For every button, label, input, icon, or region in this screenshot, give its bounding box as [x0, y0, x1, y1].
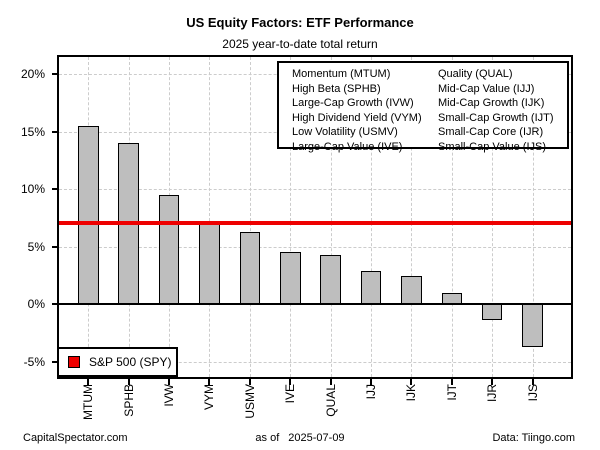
x-axis-tick: [87, 379, 90, 385]
y-axis-label: 0%: [27, 297, 45, 312]
y-gridline: [59, 189, 571, 191]
x-axis-tick: [531, 379, 534, 385]
x-axis-label: IJJ: [364, 384, 379, 400]
benchmark-legend-label: S&P 500 (SPY): [89, 355, 172, 369]
x-axis-label: VYM: [202, 384, 217, 411]
x-gridline: [411, 57, 413, 377]
footer-asof-date: 2025-07-09: [288, 432, 345, 444]
factor-legend-column: Quality (QUAL) Mid-Cap Value (IJJ) Mid-Cap…: [438, 67, 554, 153]
factor-legend-item: High Dividend Yield (VYM): [292, 111, 422, 124]
factor-legend-item: Mid-Cap Growth (IJK): [438, 97, 545, 110]
bar-mtum: [78, 125, 99, 305]
y-axis-label: 5%: [27, 239, 45, 254]
y-axis-tick: [52, 245, 59, 248]
y-axis-label: 15%: [20, 124, 45, 139]
x-axis-label: USMV: [242, 384, 257, 419]
factor-legend-item: Low Volatility (USMV): [292, 126, 398, 139]
bar-ijk: [401, 275, 422, 305]
y-axis-tick: [52, 188, 59, 191]
x-gridline: [371, 57, 373, 377]
y-axis-label: 20%: [20, 66, 45, 81]
benchmark-line: [59, 220, 571, 225]
factor-legend-column: Momentum (MTUM) High Beta (SPHB) Large-Cap…: [292, 67, 438, 153]
x-axis-tick: [370, 379, 373, 385]
bar-ijs: [522, 304, 543, 347]
factor-legend-item: Mid-Cap Value (IJJ): [438, 82, 535, 95]
x-axis-tick: [329, 379, 332, 385]
plot-area: Momentum (MTUM) High Beta (SPHB) Large-Cap…: [21, 55, 573, 420]
bar-ijr: [481, 304, 503, 321]
x-axis-label: IJR: [485, 384, 500, 402]
chart-title: US Equity Factors: ETF Performance: [186, 15, 414, 30]
x-axis-label: IJK: [404, 384, 419, 402]
x-axis-label: IVE: [283, 384, 298, 404]
y-axis-tick: [52, 72, 59, 75]
bar-ive: [280, 252, 301, 305]
footer-asof-prefix: as of: [255, 432, 280, 444]
x-gridline: [330, 57, 332, 377]
bar-ijj: [360, 270, 382, 305]
footer-data-source: Data: Tiingo.com: [492, 432, 575, 444]
bar-vym: [199, 222, 220, 305]
factor-legend-item: Small-Cap Core (IJR): [438, 126, 544, 139]
x-axis-label: QUAL: [323, 384, 338, 417]
y-axis-label: 10%: [20, 182, 45, 197]
bar-ivw: [158, 194, 180, 305]
y-axis-tick: [52, 130, 59, 133]
x-axis-tick: [410, 379, 413, 385]
x-gridline: [209, 57, 211, 377]
x-axis-label: MTUM: [81, 384, 96, 420]
x-axis-label: IJS: [525, 384, 540, 402]
x-axis-tick: [450, 379, 453, 385]
x-axis-label: SPHB: [121, 384, 136, 417]
factor-legend-item: Quality (QUAL): [438, 68, 513, 80]
footer-source-site: CapitalSpectator.com: [23, 432, 128, 444]
y-gridline: [59, 246, 571, 248]
x-gridline: [532, 57, 534, 377]
bar-usmv: [239, 231, 261, 305]
benchmark-swatch-icon: [68, 356, 80, 368]
x-axis-tick: [248, 379, 251, 385]
chart-subtitle: 2025 year-to-date total return: [222, 37, 378, 51]
x-axis-label: IVW: [162, 384, 177, 407]
x-gridline: [492, 57, 494, 377]
x-axis-tick: [208, 379, 211, 385]
y-gridline: [59, 361, 571, 363]
factor-legend-box: Momentum (MTUM) High Beta (SPHB) Large-Cap…: [277, 61, 569, 153]
x-gridline: [249, 57, 251, 377]
x-axis-tick: [491, 379, 494, 385]
x-axis-tick: [168, 379, 171, 385]
y-axis-tick: [52, 303, 59, 306]
x-gridline: [451, 57, 453, 377]
factor-legend-item: Large-Cap Value (IVE): [292, 140, 403, 153]
zero-axis-line: [59, 303, 571, 306]
factor-legend-item: Momentum (MTUM): [292, 68, 391, 80]
x-axis-tick: [127, 379, 130, 385]
bar-qual: [320, 254, 341, 305]
factor-legend-item: High Beta (SPHB): [292, 82, 381, 95]
factor-legend-item: Small-Cap Growth (IJT): [438, 111, 554, 124]
benchmark-legend-box: S&P 500 (SPY): [57, 347, 178, 377]
x-axis-label: IJT: [444, 384, 459, 401]
x-gridline: [290, 57, 292, 377]
footer-asof: as of 2025-07-09: [0, 432, 600, 444]
y-axis-label: -5%: [23, 354, 45, 369]
factor-legend-item: Small-Cap Value (IJS): [438, 140, 546, 153]
y-axis-tick: [52, 360, 59, 363]
x-axis-tick: [289, 379, 292, 385]
factor-legend-item: Large-Cap Growth (IVW): [292, 97, 414, 110]
